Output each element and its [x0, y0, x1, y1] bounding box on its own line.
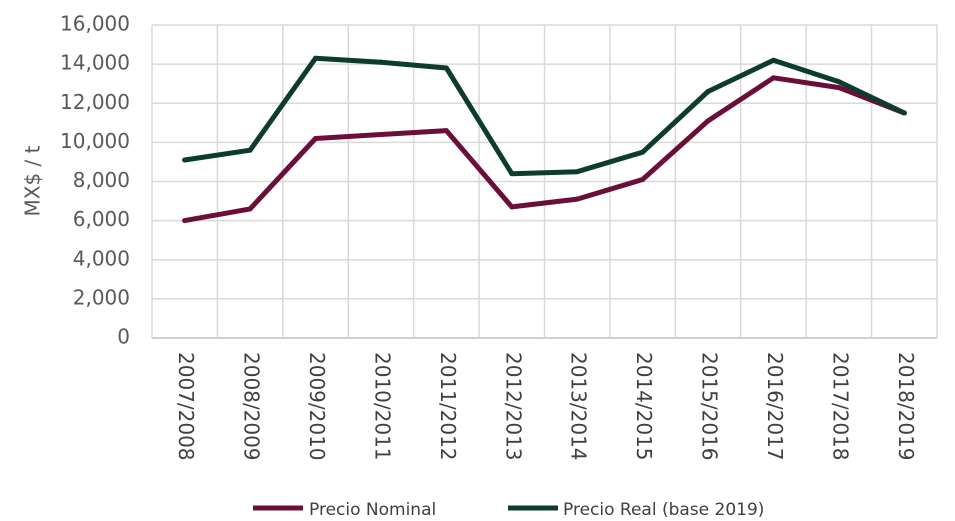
data-point-real	[182, 157, 188, 163]
data-point-real	[509, 171, 515, 177]
legend-label-real: Precio Real (base 2019)	[563, 500, 764, 520]
legend-label-nominal: Precio Nominal	[309, 500, 436, 520]
x-tick-label: 2014/2015	[632, 352, 656, 461]
data-point-nominal	[247, 206, 253, 212]
y-tick-label: 2,000	[73, 285, 130, 309]
y-tick-label: 14,000	[60, 51, 130, 75]
legend: Precio Nominal Precio Real (base 2019)	[253, 500, 764, 520]
x-tick-label: 2010/2011	[370, 352, 394, 461]
data-point-real	[313, 55, 319, 61]
y-tick-label: 16,000	[60, 12, 130, 36]
x-axis-ticks: 2007/2008 2008/2009 2009/2010 2010/2011 2011…	[174, 352, 918, 461]
y-tick-label: 4,000	[73, 246, 130, 270]
data-point-real	[705, 89, 711, 95]
data-point-nominal	[313, 135, 319, 141]
data-point-nominal	[574, 196, 580, 202]
data-point-real	[378, 59, 384, 65]
x-tick-label: 2017/2018	[828, 352, 852, 461]
x-tick-label: 2013/2014	[567, 352, 591, 461]
x-tick-label: 2016/2017	[763, 352, 787, 461]
data-point-nominal	[509, 204, 515, 210]
y-tick-label: 10,000	[60, 129, 130, 153]
x-tick-label: 2018/2019	[894, 352, 918, 461]
x-tick-label: 2007/2008	[174, 352, 198, 461]
data-point-real	[443, 65, 449, 71]
data-point-real	[770, 57, 776, 63]
y-tick-label: 12,000	[60, 90, 130, 114]
y-tick-label: 6,000	[73, 207, 130, 231]
y-tick-label: 0	[117, 325, 130, 349]
series-lines	[182, 55, 907, 224]
data-point-nominal	[705, 118, 711, 124]
x-tick-label: 2011/2012	[436, 352, 460, 461]
data-point-nominal	[443, 128, 449, 134]
x-tick-label: 2009/2010	[305, 352, 329, 461]
grid-lines	[151, 24, 938, 339]
data-point-real	[836, 79, 842, 85]
x-tick-label: 2012/2013	[501, 352, 525, 461]
y-tick-label: 8,000	[73, 168, 130, 192]
data-point-nominal	[836, 85, 842, 91]
data-point-nominal	[770, 75, 776, 81]
x-tick-label: 2008/2009	[240, 352, 264, 461]
data-point-nominal	[640, 177, 646, 183]
data-point-nominal	[378, 132, 384, 138]
x-tick-label: 2015/2016	[698, 352, 722, 461]
y-axis-ticks: 0 2,000 4,000 6,000 8,000 10,000 12,000 14,000 1…	[60, 12, 130, 349]
data-point-real	[901, 110, 907, 116]
data-point-real	[247, 147, 253, 153]
series-line-nominal	[182, 75, 907, 224]
data-point-real	[574, 169, 580, 175]
data-point-real	[640, 149, 646, 155]
data-point-nominal	[182, 218, 188, 224]
y-axis-title: MX$ / t	[21, 145, 45, 216]
series-line-real	[182, 55, 907, 177]
